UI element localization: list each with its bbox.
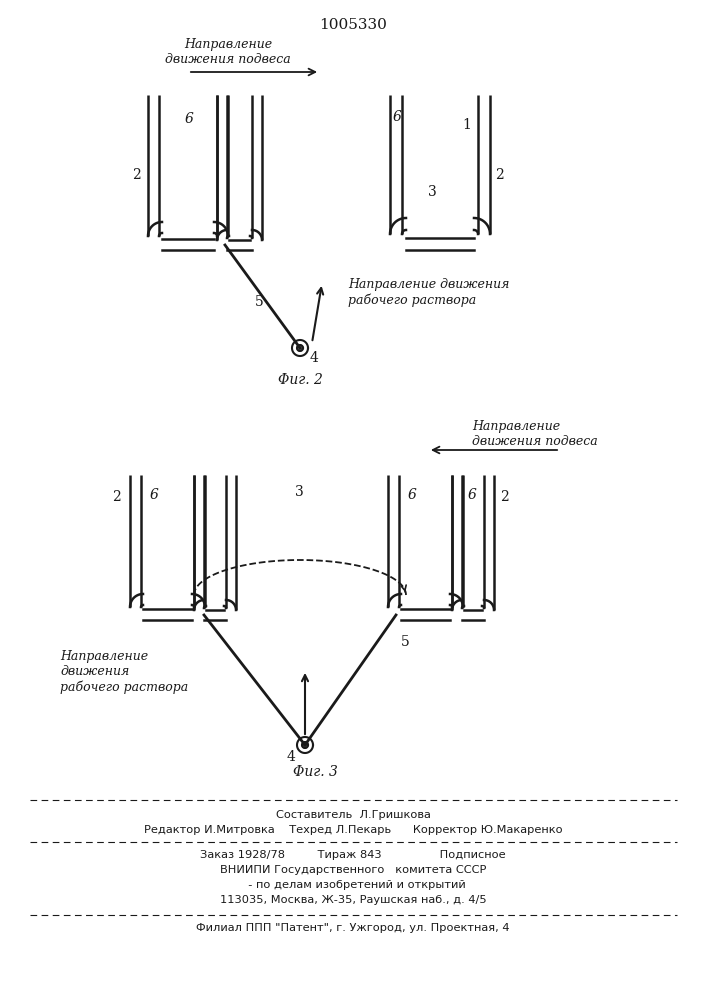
Text: Φиг. 3: Φиг. 3 <box>293 765 338 779</box>
Polygon shape <box>292 340 308 356</box>
Text: 2: 2 <box>500 490 509 504</box>
Text: Филиал ППП "Патент", г. Ужгород, ул. Проектная, 4: Филиал ППП "Патент", г. Ужгород, ул. Про… <box>197 923 510 933</box>
Text: 1005330: 1005330 <box>319 18 387 32</box>
Text: 5: 5 <box>255 295 264 309</box>
Text: Направление движения
рабочего раствора: Направление движения рабочего раствора <box>348 278 509 307</box>
Text: 3: 3 <box>295 485 304 499</box>
Text: 1: 1 <box>462 118 471 132</box>
Text: 6: 6 <box>408 488 417 502</box>
Text: Заказ 1928/78         Тираж 843                Подписное: Заказ 1928/78 Тираж 843 Подписное <box>200 850 506 860</box>
Text: 4: 4 <box>287 750 296 764</box>
Text: 6: 6 <box>393 110 402 124</box>
Text: Редактор И.Митровка    Техред Л.Пекарь      Корректор Ю.Макаренко: Редактор И.Митровка Техред Л.Пекарь Корр… <box>144 825 562 835</box>
Polygon shape <box>297 737 313 753</box>
Text: 3: 3 <box>428 185 437 199</box>
Text: Направление
движения
рабочего раствора: Направление движения рабочего раствора <box>60 650 188 694</box>
Text: 5: 5 <box>401 635 410 649</box>
Text: 113035, Москва, Ж-35, Раушская наб., д. 4/5: 113035, Москва, Ж-35, Раушская наб., д. … <box>220 895 486 905</box>
Text: Направление
движения подвеса: Направление движения подвеса <box>165 38 291 66</box>
Text: 6: 6 <box>150 488 159 502</box>
Text: Составитель  Л.Гришкова: Составитель Л.Гришкова <box>276 810 431 820</box>
Text: - по делам изобретений и открытий: - по делам изобретений и открытий <box>240 880 465 890</box>
Text: Φиг. 2: Φиг. 2 <box>278 373 323 387</box>
Text: 6: 6 <box>468 488 477 502</box>
Text: 2: 2 <box>495 168 504 182</box>
Text: 6: 6 <box>185 112 194 126</box>
Text: 2: 2 <box>132 168 141 182</box>
Text: ВНИИПИ Государственного   комитета СССР: ВНИИПИ Государственного комитета СССР <box>220 865 486 875</box>
Text: Направление
движения подвеса: Направление движения подвеса <box>472 420 597 448</box>
Text: 4: 4 <box>310 351 319 365</box>
Text: 2: 2 <box>112 490 121 504</box>
Polygon shape <box>302 742 308 748</box>
Polygon shape <box>297 345 303 351</box>
